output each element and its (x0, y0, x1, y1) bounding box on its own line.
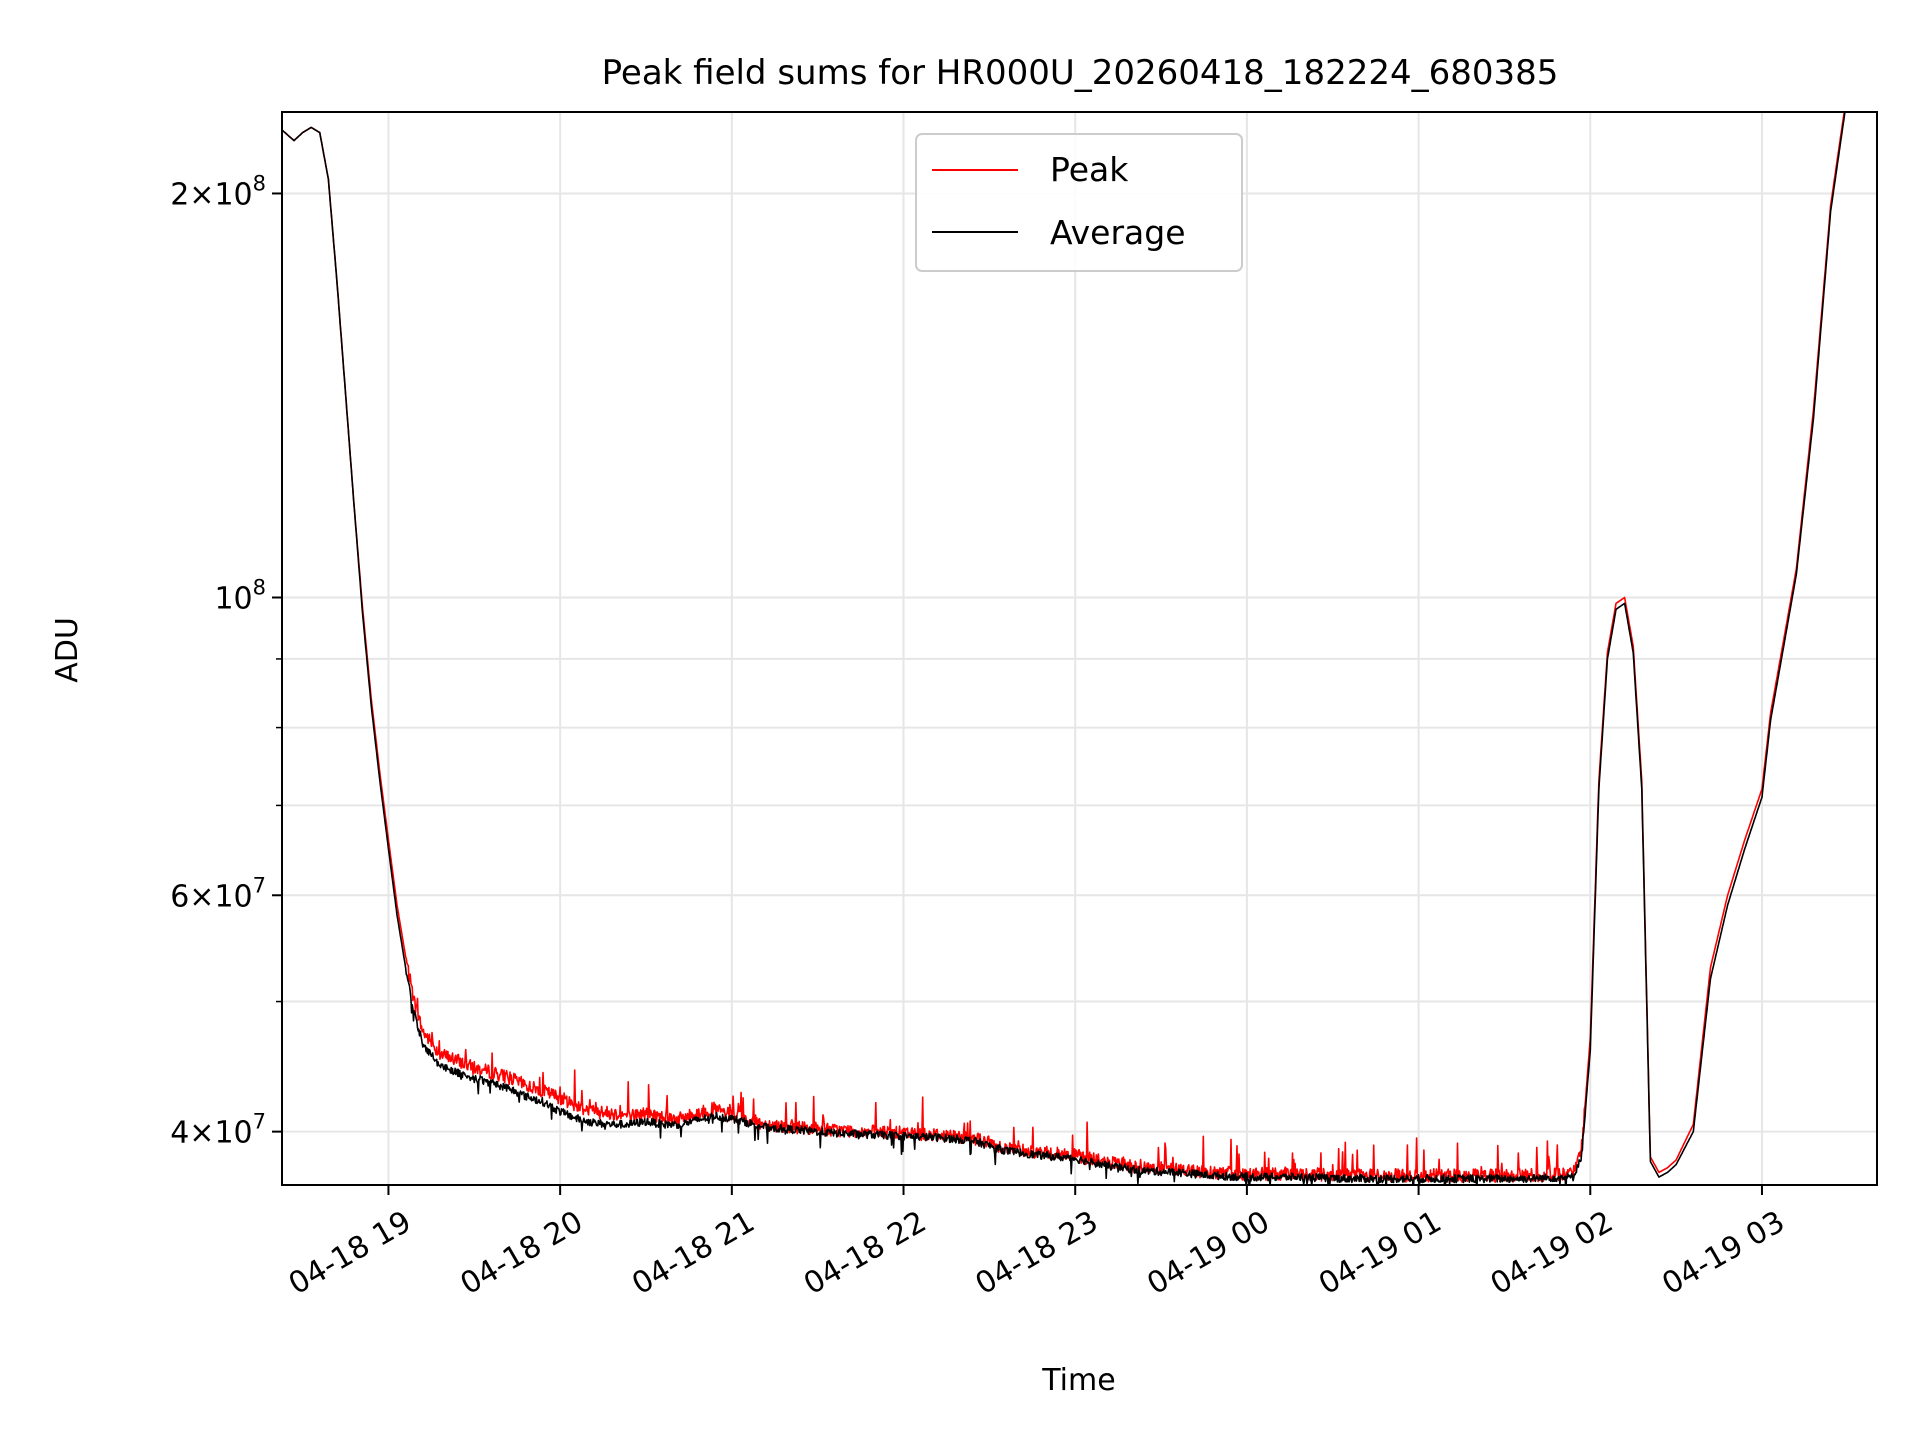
y-tick-label: 4×107 (170, 1110, 266, 1151)
y-tick-label: 6×107 (170, 873, 266, 914)
series-line-average (282, 112, 1846, 1185)
legend-box (915, 133, 1243, 272)
plot-frame (281, 111, 1878, 1186)
legend-peak-label: Peak (1050, 150, 1129, 189)
y-axis: 4×107 6×107 108 2×108 (170, 171, 282, 1151)
legend-average-label: Average (1050, 213, 1186, 252)
y-tick-label: 108 (214, 576, 266, 617)
grid (282, 112, 1877, 1185)
series-layer (282, 112, 1846, 1185)
y-axis-label: ADU (50, 617, 85, 683)
chart-title: Peak field sums for HR000U_20260418_1822… (602, 53, 1559, 93)
legend[interactable]: Peak Average (915, 133, 1243, 272)
x-axis-label: Time (1041, 1363, 1115, 1398)
y-tick-label: 2×108 (170, 171, 266, 212)
